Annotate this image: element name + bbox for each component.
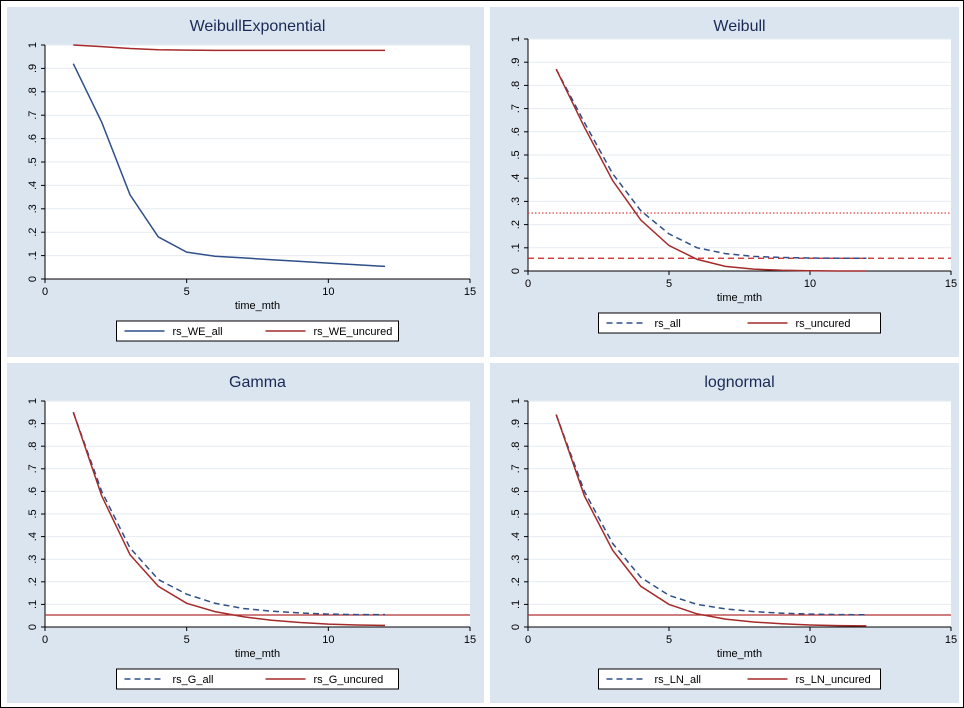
x-axis-label: time_mth: [717, 292, 762, 304]
x-tick-label: 5: [184, 286, 190, 298]
legend-label: rs_G_uncured: [314, 674, 384, 686]
y-tick-label: .3: [27, 204, 39, 213]
y-tick-label: .7: [510, 464, 522, 473]
y-tick-label: .5: [510, 509, 522, 518]
chart-title: Gamma: [229, 374, 286, 391]
x-tick-label: 10: [322, 634, 334, 646]
y-tick-label: .1: [510, 243, 522, 252]
y-tick-label: .2: [27, 228, 39, 237]
legend-label: rs_WE_all: [173, 326, 223, 338]
y-tick-label: 1: [27, 398, 39, 404]
y-tick-label: .7: [510, 104, 522, 113]
x-axis-label: time_mth: [235, 300, 280, 312]
legend-box: [116, 320, 399, 342]
series-line-rs-ln-all: [555, 414, 867, 616]
chart-panel-weibull: Weibull 0.1.2.3.4.5.6.7.8.9 1 0 5 10 15 time_mt…: [490, 7, 959, 357]
y-tick-label: .3: [510, 197, 522, 206]
y-tick-label: .9: [27, 419, 39, 428]
y-tick-label: 1: [27, 42, 39, 48]
x-tick-label: 0: [525, 278, 531, 290]
chart-title: lognormal: [704, 374, 774, 391]
legend-box: [116, 668, 399, 690]
y-tick-label: .8: [510, 81, 522, 90]
y-tick-label: .1: [27, 251, 39, 260]
y-tick-label: .7: [27, 464, 39, 473]
x-tick-label: 15: [945, 278, 957, 290]
y-tick-label: 1: [510, 398, 522, 404]
y-tick-label: .4: [510, 532, 522, 541]
y-tick-label: 0: [27, 276, 39, 282]
y-tick-label: .4: [27, 532, 39, 541]
y-tick-label: .6: [510, 487, 522, 496]
legend-label: rs_LN_uncured: [796, 674, 871, 686]
y-tick-label: .3: [510, 555, 522, 564]
y-tick-label: .4: [510, 174, 522, 183]
y-tick-label: 0: [510, 624, 522, 630]
x-tick-label: 0: [42, 286, 48, 298]
series-line-rs-ln-uncured: [555, 414, 867, 627]
x-tick-label: 15: [945, 634, 957, 646]
y-tick-label: .9: [510, 419, 522, 428]
chart-panel-gamma: Gamma 0.1.2.3.4.5.6.7.8.9 1 0 5 10 15 time_mth r…: [7, 363, 484, 703]
legend-box: [598, 668, 881, 690]
x-tick-label: 10: [804, 278, 816, 290]
series-line-rs-g-all: [72, 412, 385, 616]
y-tick-label: 1: [510, 36, 522, 42]
x-axis-label: time_mth: [717, 648, 762, 660]
x-axis-label: time_mth: [235, 648, 280, 660]
chart-panel-lognormal: lognormal 0.1.2.3.4.5.6.7.8.9 1 0 5 10 15 time_…: [490, 363, 959, 703]
series-line-rs-uncured: [555, 68, 867, 272]
legend-label: rs_G_all: [173, 674, 214, 686]
chart-panel-weibull-exponential: WeibullExponential 0.1.2.3.4.5.6.7.8.9 1 0 5…: [7, 7, 484, 357]
y-tick-label: .8: [510, 442, 522, 451]
series-line-rs-g-uncured: [72, 412, 386, 627]
y-tick-label: .9: [510, 58, 522, 67]
y-tick-label: .8: [27, 442, 39, 451]
legend-label: rs_LN_all: [655, 674, 701, 686]
x-tick-label: 10: [322, 286, 334, 298]
series-line-rs-we-all: [72, 63, 386, 268]
y-tick-label: .1: [510, 600, 522, 609]
legend-label: rs_all: [655, 318, 681, 330]
y-tick-label: .6: [27, 134, 39, 143]
x-tick-label: 5: [184, 634, 190, 646]
series-line-rs-all: [555, 68, 867, 259]
legend-label: rs_WE_uncured: [314, 326, 393, 338]
x-tick-label: 15: [464, 286, 476, 298]
legend-box: [598, 312, 881, 334]
legend-label: rs_uncured: [796, 318, 851, 330]
series-line-rs-we-uncured: [73, 44, 385, 52]
y-tick-label: .2: [510, 577, 522, 586]
x-tick-label: 5: [666, 278, 672, 290]
y-tick-label: .5: [27, 509, 39, 518]
y-tick-label: .4: [27, 181, 39, 190]
y-tick-label: .8: [27, 87, 39, 96]
y-tick-label: .2: [510, 220, 522, 229]
y-tick-label: 0: [27, 624, 39, 630]
x-tick-label: 0: [42, 634, 48, 646]
x-tick-label: 15: [464, 634, 476, 646]
y-tick-label: .6: [27, 487, 39, 496]
chart-title: WeibullExponential: [190, 18, 326, 35]
chart-title: Weibull: [713, 18, 765, 35]
y-tick-label: .5: [27, 157, 39, 166]
y-tick-label: .5: [510, 150, 522, 159]
y-tick-label: .1: [27, 600, 39, 609]
x-tick-label: 0: [525, 634, 531, 646]
y-tick-label: 0: [510, 268, 522, 274]
y-tick-label: .2: [27, 577, 39, 586]
y-tick-label: .9: [27, 64, 39, 73]
x-tick-label: 5: [666, 634, 672, 646]
x-tick-label: 10: [804, 634, 816, 646]
y-tick-label: .7: [27, 111, 39, 120]
y-tick-label: .3: [27, 555, 39, 564]
y-tick-label: .6: [510, 127, 522, 136]
